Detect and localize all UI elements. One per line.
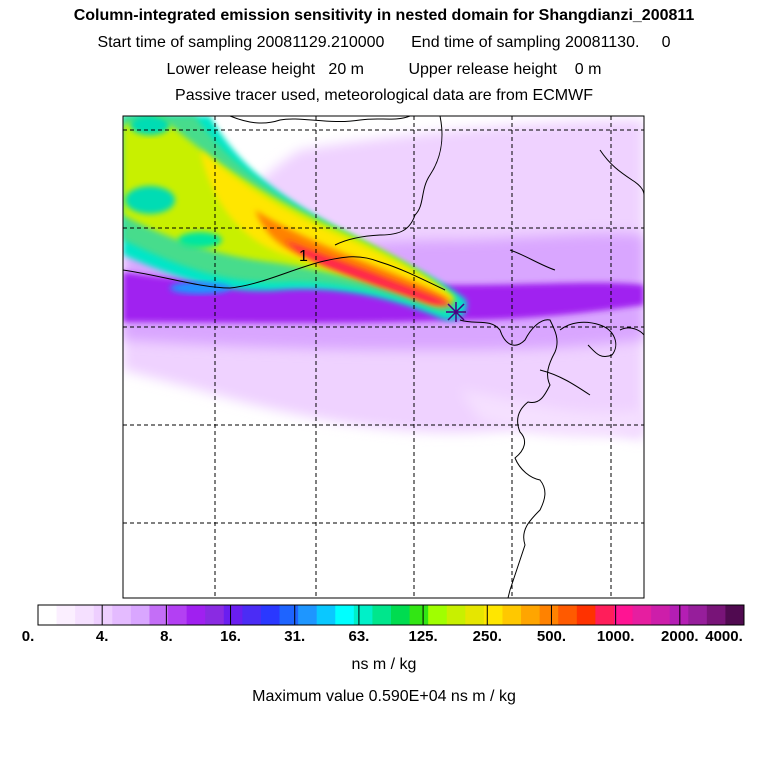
colorbar-swatch — [56, 605, 76, 625]
colorbar-swatch — [335, 605, 355, 625]
colorbar-swatch — [428, 605, 448, 625]
island-coast — [539, 369, 591, 396]
colorbar-tick-label: 4000. — [705, 628, 743, 645]
colorbar-swatch — [446, 605, 466, 625]
peninsula — [619, 327, 644, 336]
plume-cyan-patch — [125, 186, 175, 214]
plume-cyan-patch-2 — [130, 116, 170, 135]
colorbar-swatch — [112, 605, 132, 625]
colorbar-unit: ns m / kg — [351, 656, 417, 673]
max-value-label: Maximum value 0.590E+04 ns m / kg — [252, 688, 516, 705]
colorbar-swatch — [186, 605, 206, 625]
colorbar-swatch — [316, 605, 336, 625]
colorbar-swatch — [168, 605, 188, 625]
colorbar-swatch — [725, 605, 745, 625]
trajectory-label: 1 — [299, 248, 308, 265]
coastline-upper-east — [599, 149, 644, 196]
figure-title: Column-integrated emission sensitivity i… — [73, 7, 695, 24]
sensitivity-low-field-2 — [460, 390, 644, 437]
colorbar-swatch — [706, 605, 726, 625]
colorbar-tick-label: 16. — [220, 628, 241, 645]
coastline-bay — [559, 321, 617, 358]
colorbar-swatch — [576, 605, 596, 625]
colorbar-swatch — [391, 605, 411, 625]
colorbar-swatch — [205, 605, 225, 625]
colorbar-tick-label: 2000. — [661, 628, 699, 645]
release-height-line: Lower release height 20 m Upper release … — [166, 61, 602, 78]
colorbar-swatch — [242, 605, 262, 625]
colorbar-tick-label: 1000. — [596, 628, 635, 645]
colorbar-swatch — [558, 605, 578, 625]
tracer-info-line: Passive tracer used, meteorological data… — [175, 87, 593, 104]
colorbar — [38, 605, 745, 625]
colorbar-tick-label: 0. — [21, 628, 35, 645]
coastline-east — [459, 319, 558, 598]
colorbar-swatch — [669, 605, 689, 625]
colorbar-swatch — [279, 605, 299, 625]
colorbar-swatch — [502, 605, 522, 625]
colorbar-swatch — [260, 605, 281, 625]
receptor-marker — [446, 302, 466, 322]
colorbar-swatch — [595, 605, 615, 625]
colorbar-swatch — [521, 605, 541, 625]
colorbar-tick-label: 4. — [95, 628, 109, 645]
coastlines — [123, 116, 644, 598]
colorbar-tick-label: 500. — [536, 628, 567, 645]
colorbar-swatch — [223, 605, 243, 625]
grid-lines — [123, 116, 644, 598]
colorbar-swatch — [409, 605, 429, 625]
colorbar-swatch — [130, 605, 150, 625]
colorbar-swatch — [149, 605, 169, 625]
colorbar-swatch — [613, 605, 634, 625]
colorbar-swatch — [298, 605, 318, 625]
colorbar-swatch — [632, 605, 652, 625]
plume-red-core — [285, 240, 452, 306]
boundary-line-middle — [334, 116, 443, 246]
colorbar-tick-label: 31. — [284, 628, 306, 645]
colorbar-tick-label: 63. — [348, 628, 370, 645]
colorbar-swatch — [353, 605, 373, 625]
colorbar-swatch — [372, 605, 392, 625]
boundary-line-north — [229, 116, 411, 124]
colorbar-swatch — [483, 605, 503, 625]
colorbar-tick-label: 125. — [408, 628, 438, 645]
colorbar-swatch — [38, 605, 58, 625]
plume-orange — [255, 210, 450, 303]
plume-cyan-patch-3 — [178, 232, 222, 248]
colorbar-swatch — [539, 605, 559, 625]
colorbar-frame — [37, 604, 745, 626]
colorbar-swatch — [93, 605, 113, 625]
colorbar-swatch — [688, 605, 708, 625]
map-frame — [122, 115, 645, 599]
colorbar-swatch — [465, 605, 485, 625]
coastline-river — [509, 249, 556, 271]
sampling-time-line: Start time of sampling 20081129.210000 E… — [97, 34, 671, 51]
plume-field — [123, 116, 644, 598]
colorbar-tick-label: 250. — [472, 628, 502, 645]
colorbar-swatch — [651, 605, 671, 625]
colorbar-tick-label: 8. — [160, 628, 173, 645]
boundary-line — [123, 256, 446, 291]
colorbar-swatch — [75, 605, 95, 625]
